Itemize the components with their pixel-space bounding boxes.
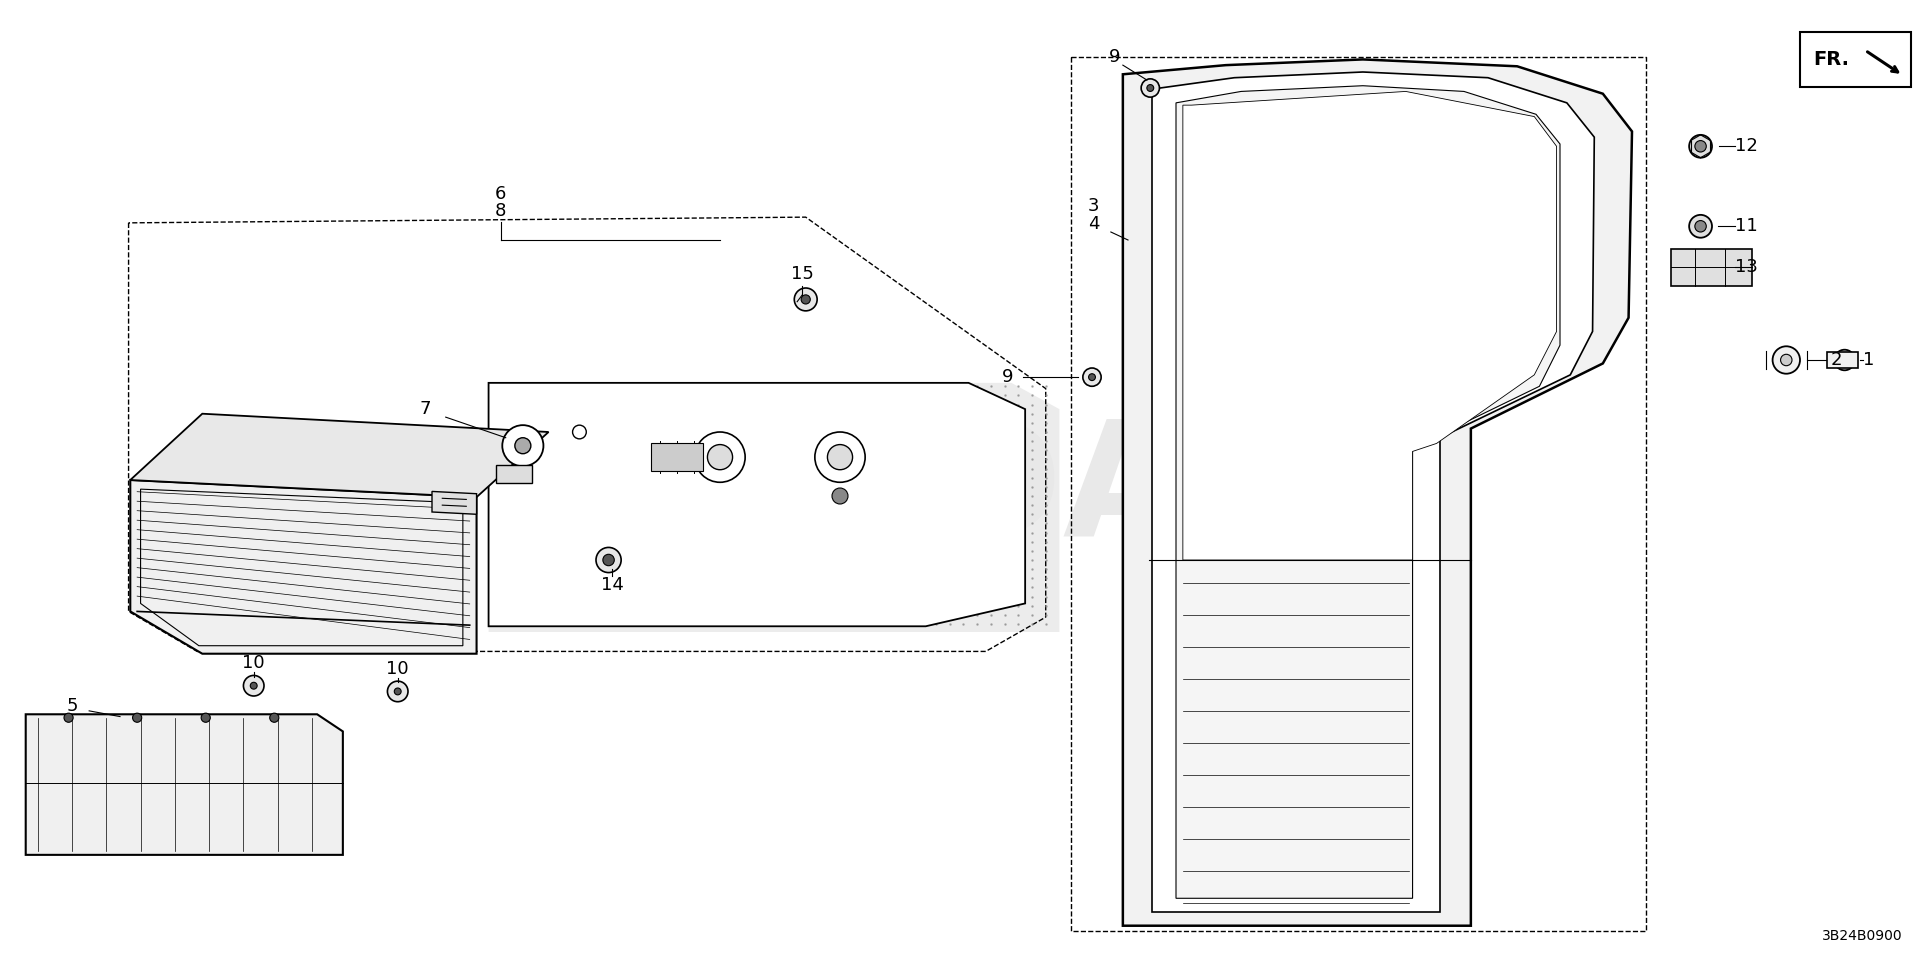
- Text: 3B24B0900: 3B24B0900: [1822, 929, 1903, 943]
- Text: 8: 8: [495, 203, 507, 221]
- Text: 2: 2: [1832, 351, 1843, 369]
- Text: 10: 10: [386, 660, 409, 678]
- Circle shape: [828, 444, 852, 469]
- Bar: [1828, 352, 1859, 368]
- Circle shape: [1083, 368, 1102, 386]
- Polygon shape: [1123, 60, 1632, 925]
- Circle shape: [1695, 221, 1707, 232]
- Circle shape: [695, 432, 745, 482]
- FancyBboxPatch shape: [495, 466, 532, 483]
- Text: 7: 7: [419, 400, 430, 419]
- Text: 11: 11: [1736, 217, 1757, 235]
- Polygon shape: [1175, 85, 1559, 899]
- Circle shape: [801, 295, 810, 304]
- Circle shape: [1834, 349, 1855, 371]
- Text: 3: 3: [1089, 197, 1100, 215]
- Polygon shape: [432, 492, 476, 515]
- Polygon shape: [488, 383, 1060, 632]
- Circle shape: [572, 425, 586, 439]
- Circle shape: [1780, 354, 1791, 366]
- Text: 9: 9: [1002, 368, 1014, 386]
- Text: FR.: FR.: [1814, 50, 1849, 69]
- Text: 4: 4: [1089, 215, 1100, 233]
- Circle shape: [595, 547, 622, 572]
- Circle shape: [1146, 84, 1154, 91]
- Text: 1: 1: [1864, 351, 1874, 369]
- Circle shape: [707, 444, 733, 469]
- Text: 6: 6: [495, 185, 507, 204]
- Circle shape: [202, 713, 211, 722]
- Circle shape: [795, 288, 818, 311]
- Polygon shape: [488, 383, 1025, 626]
- Polygon shape: [131, 480, 476, 654]
- Circle shape: [1695, 140, 1707, 152]
- Circle shape: [603, 554, 614, 565]
- Text: 15: 15: [791, 265, 814, 283]
- Text: 13: 13: [1736, 258, 1757, 276]
- Text: HONDA: HONDA: [528, 414, 1187, 569]
- Circle shape: [132, 713, 142, 722]
- Polygon shape: [25, 714, 344, 854]
- Circle shape: [388, 682, 407, 702]
- Circle shape: [269, 713, 278, 722]
- Circle shape: [503, 425, 543, 467]
- Circle shape: [1690, 134, 1713, 157]
- Circle shape: [1140, 79, 1160, 97]
- Circle shape: [1089, 373, 1096, 380]
- Polygon shape: [131, 414, 549, 497]
- Text: 14: 14: [601, 576, 624, 594]
- Circle shape: [814, 432, 866, 482]
- Polygon shape: [1183, 91, 1557, 560]
- Bar: [1801, 32, 1912, 86]
- Text: 5: 5: [67, 697, 77, 715]
- Circle shape: [1690, 215, 1713, 238]
- Polygon shape: [1672, 250, 1751, 286]
- Text: 12: 12: [1736, 137, 1757, 156]
- Polygon shape: [1152, 72, 1594, 912]
- Circle shape: [1772, 347, 1801, 373]
- Text: 9: 9: [1108, 48, 1119, 66]
- Circle shape: [244, 676, 265, 696]
- Circle shape: [250, 683, 257, 689]
- Circle shape: [63, 713, 73, 722]
- Polygon shape: [651, 444, 703, 470]
- Text: 10: 10: [242, 654, 265, 672]
- Circle shape: [831, 488, 849, 504]
- Circle shape: [515, 438, 530, 454]
- Circle shape: [394, 688, 401, 695]
